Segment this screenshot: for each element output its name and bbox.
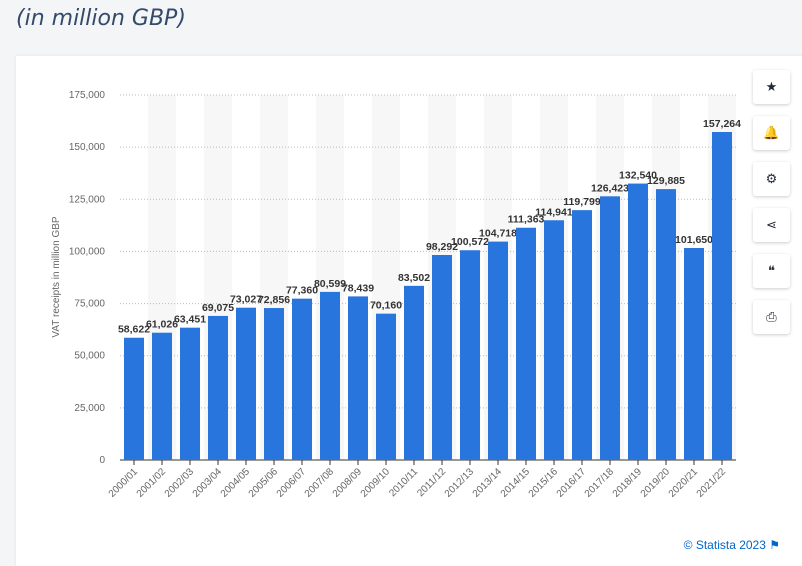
- y-tick-label: 0: [99, 455, 105, 466]
- y-tick-label: 25,000: [74, 403, 105, 414]
- bar: [488, 241, 508, 460]
- star-button[interactable]: ★: [753, 70, 790, 104]
- data-label: 58,622: [118, 324, 150, 336]
- x-tick-label: 2019/20: [639, 466, 673, 500]
- y-tick-label: 100,000: [69, 246, 106, 257]
- bell-button[interactable]: 🔔: [753, 116, 790, 150]
- bar: [376, 313, 396, 460]
- x-tick-label: 2000/01: [107, 466, 141, 500]
- data-label: 111,363: [508, 214, 545, 226]
- x-tick-label: 2015/16: [527, 466, 561, 500]
- x-tick-label: 2002/03: [163, 466, 197, 500]
- quote-button[interactable]: ❝: [753, 254, 790, 288]
- quote-icon: ❝: [768, 263, 775, 278]
- bar: [208, 315, 228, 460]
- bar: [180, 327, 200, 460]
- gear-icon: ⚙: [765, 171, 778, 186]
- page-title: (in million GBP): [16, 6, 186, 31]
- data-label: 70,160: [370, 300, 402, 312]
- x-tick-label: 2004/05: [219, 466, 253, 500]
- y-tick-label: 50,000: [74, 351, 105, 362]
- bar: [600, 196, 620, 460]
- x-tick-label: 2007/08: [303, 466, 337, 500]
- x-tick-label: 2005/06: [247, 466, 281, 500]
- share-button[interactable]: ⋖: [753, 208, 790, 242]
- x-tick-label: 2018/19: [611, 466, 645, 500]
- bar: [292, 298, 312, 460]
- y-tick-label: 125,000: [69, 194, 106, 205]
- x-tick-label: 2001/02: [135, 466, 169, 500]
- bar: [348, 296, 368, 460]
- data-label: 61,026: [146, 319, 178, 331]
- bar: [320, 291, 340, 460]
- bar: [460, 250, 480, 460]
- x-tick-label: 2012/13: [443, 466, 477, 500]
- data-label: 114,941: [535, 206, 573, 218]
- bar: [124, 337, 144, 460]
- x-tick-label: 2010/11: [387, 466, 420, 499]
- gear-button[interactable]: ⚙: [753, 162, 790, 196]
- x-tick-label: 2011/12: [415, 466, 448, 499]
- y-tick-label: 175,000: [69, 90, 106, 101]
- bar: [684, 247, 704, 460]
- x-tick-label: 2013/14: [471, 466, 505, 500]
- bar: [516, 227, 536, 460]
- bar: [264, 308, 284, 460]
- y-tick-label: 150,000: [69, 142, 106, 153]
- print-icon: ⎙: [766, 309, 777, 324]
- x-tick-label: 2003/04: [191, 466, 225, 500]
- bar: [712, 131, 732, 460]
- data-label: 132,540: [619, 170, 657, 182]
- data-label: 83,502: [398, 272, 430, 284]
- bar: [404, 285, 424, 460]
- y-tick-label: 75,000: [74, 299, 105, 310]
- statista-credit[interactable]: © Statista 2023 ⚑: [683, 538, 780, 552]
- data-label: 78,439: [342, 282, 374, 294]
- bar: [572, 210, 592, 460]
- x-tick-label: 2017/18: [583, 466, 617, 500]
- bar: [236, 307, 256, 460]
- data-label: 104,718: [479, 228, 517, 240]
- print-button[interactable]: ⎙: [753, 300, 790, 334]
- data-label: 69,075: [202, 302, 234, 314]
- star-icon: ★: [765, 79, 778, 94]
- bar: [628, 183, 648, 460]
- bell-icon: 🔔: [763, 125, 780, 140]
- data-label: 73,027: [230, 294, 262, 306]
- toolbar: ★ 🔔 ⚙ ⋖ ❝ ⎙: [753, 70, 790, 346]
- data-label: 157,264: [703, 118, 741, 130]
- bar: [544, 220, 564, 460]
- data-label: 63,451: [174, 314, 206, 326]
- x-tick-label: 2006/07: [275, 466, 309, 500]
- data-label: 100,572: [451, 236, 489, 248]
- data-label: 129,885: [647, 175, 685, 187]
- data-label: 98,292: [426, 241, 458, 253]
- x-tick-label: 2014/15: [499, 466, 533, 500]
- data-label: 77,360: [286, 285, 318, 297]
- data-label: 101,650: [675, 234, 713, 246]
- share-icon: ⋖: [766, 217, 777, 232]
- data-label: 126,423: [591, 182, 629, 194]
- x-tick-label: 2008/09: [331, 466, 365, 500]
- data-label: 72,856: [258, 294, 290, 306]
- bar: [152, 332, 172, 460]
- y-axis-label: VAT receipts in million GBP: [51, 216, 62, 337]
- data-label: 119,799: [563, 196, 601, 208]
- x-tick-label: 2020/21: [667, 466, 701, 500]
- bar: [656, 189, 676, 461]
- bar: [432, 254, 452, 460]
- x-tick-label: 2021/22: [695, 466, 729, 500]
- x-tick-label: 2016/17: [555, 466, 589, 500]
- x-tick-label: 2009/10: [359, 466, 393, 500]
- data-label: 80,599: [314, 278, 346, 290]
